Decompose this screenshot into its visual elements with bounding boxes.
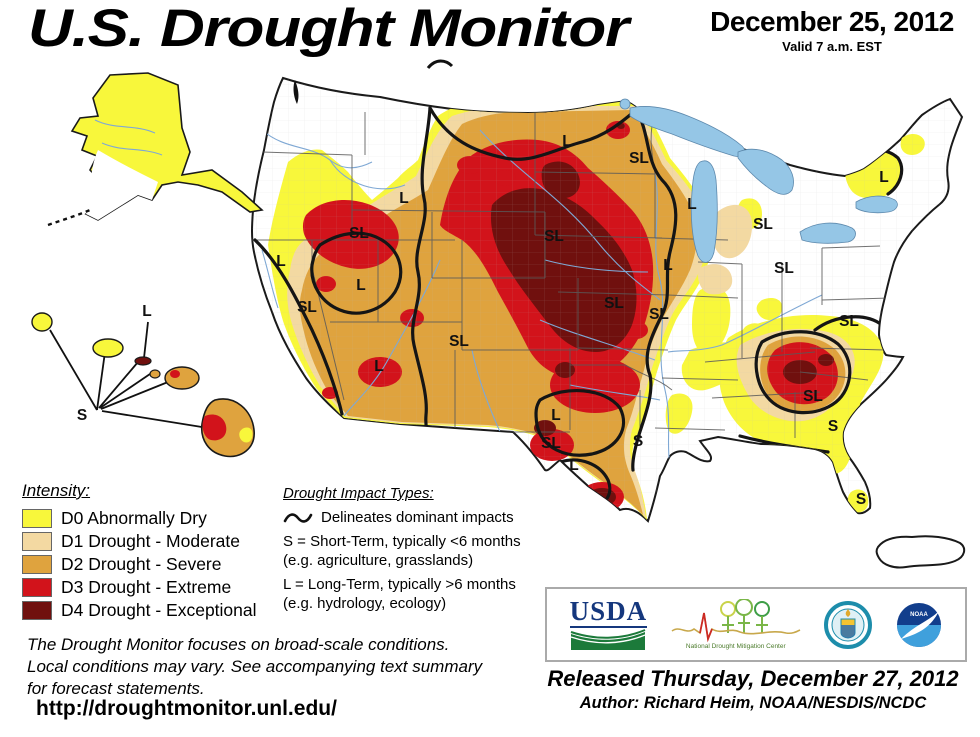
disclaimer-line-3: for forecast statements. [27, 679, 205, 698]
impact-label-l: L [356, 277, 365, 294]
alaska-inset [47, 72, 264, 227]
hawaii-inset [31, 312, 255, 458]
disclaimer-line-2: Local conditions may vary. See accompany… [27, 657, 483, 676]
usda-logo: USDA [569, 595, 648, 652]
long-term-line: L = Long-Term, typically >6 months [283, 576, 516, 593]
legend-swatch-d3 [22, 578, 52, 597]
impact-label-sl: SL [629, 150, 649, 167]
commerce-seal-icon [824, 600, 873, 649]
map-date: December 25, 2012 [710, 6, 954, 37]
impact-boundaries [253, 106, 904, 509]
legend-label-d2: D2 Drought - Severe [61, 554, 222, 574]
impact-label-l: L [142, 303, 151, 320]
impact-types-heading: Drought Impact Types: [283, 485, 434, 502]
impact-label-s: S [633, 433, 643, 450]
impact-label-s: S [828, 418, 838, 435]
intensity-legend-rows: D0 Abnormally Dry D1 Drought - Moderate D2… [22, 507, 257, 622]
legend-label-d1: D1 Drought - Moderate [61, 531, 240, 551]
ndmc-label: National Drought Mitigation Center [685, 643, 786, 650]
long-term-example: (e.g. hydrology, ecology) [283, 595, 447, 612]
rivers [261, 129, 823, 466]
intensity-legend: Intensity: D0 Abnormally Dry D1 Drought -… [22, 481, 257, 622]
agency-logo-box: USDA National Drought Mitigation Cente [545, 587, 967, 662]
conus-map [251, 59, 964, 523]
puerto-rico-inset [875, 535, 966, 569]
impact-label-sl: SL [753, 216, 773, 233]
impact-label-s: S [77, 407, 87, 424]
impact-label-sl: SL [839, 313, 859, 330]
legend-item-d2: D2 Drought - Severe [22, 553, 257, 576]
impact-label-sl: SL [774, 260, 794, 277]
legend-item-d1: D1 Drought - Moderate [22, 530, 257, 553]
intensity-legend-heading: Intensity: [22, 481, 91, 500]
author-line: Author: Richard Heim, NOAA/NESDIS/NCDC [579, 694, 927, 712]
legend-item-d0: D0 Abnormally Dry [22, 507, 257, 530]
release-block: Released Thursday, December 27, 2012 Aut… [533, 666, 973, 713]
usda-wordmark: USDA [569, 595, 648, 628]
website-url: http://droughtmonitor.unl.edu/ [36, 697, 337, 720]
impact-types-panel: Drought Impact Types: Delineates dominan… [283, 485, 553, 612]
legend-item-d4: D4 Drought - Exceptional [22, 599, 257, 622]
impact-label-l: L [879, 169, 888, 186]
legend-label-d4: D4 Drought - Exceptional [61, 600, 257, 620]
delineates-label: Delineates dominant impacts [321, 509, 514, 526]
usda-fields-icon [571, 628, 646, 650]
map-top-mark [426, 59, 454, 70]
legend-item-d3: D3 Drought - Extreme [22, 576, 257, 599]
short-term-example: (e.g. agriculture, grasslands) [283, 552, 474, 569]
legend-swatch-d2 [22, 555, 52, 574]
ndmc-logo: National Drought Mitigation Center [670, 599, 802, 650]
disclaimer-line-1: The Drought Monitor focuses on broad-sca… [27, 635, 450, 654]
impact-label-l: L [562, 133, 571, 150]
legend-label-d0: D0 Abnormally Dry [61, 508, 207, 528]
impact-label-sl: SL [604, 295, 624, 312]
impact-label-l: L [276, 253, 285, 270]
legend-swatch-d1 [22, 532, 52, 551]
page-title: U.S. Drought Monitor [28, 0, 629, 58]
wavy-line-icon [283, 512, 313, 523]
valid-time-note: Valid 7 a.m. EST [782, 39, 882, 54]
impact-label-l: L [399, 190, 408, 207]
impact-label-l: L [551, 407, 560, 424]
svg-text:NOAA: NOAA [910, 612, 928, 618]
impact-label-sl: SL [449, 333, 469, 350]
impact-label-l: L [663, 257, 672, 274]
impact-label-sl: SL [541, 435, 561, 452]
great-lakes [619, 98, 898, 263]
impact-label-l: L [687, 196, 696, 213]
impact-label-sl: SL [803, 388, 823, 405]
legend-swatch-d0 [22, 509, 52, 528]
impact-label-sl: SL [649, 306, 669, 323]
impact-label-sl: SL [297, 299, 317, 316]
legend-label-d3: D3 Drought - Extreme [61, 577, 232, 597]
noaa-logo-icon: NOAA [896, 602, 941, 647]
impact-label-sl: SL [544, 228, 564, 245]
date-block: December 25, 2012 Valid 7 a.m. EST [698, 6, 966, 54]
impact-label-s: S [856, 491, 866, 508]
released-date-line: Released Thursday, December 27, 2012 [547, 666, 959, 691]
puget-sound-mark [293, 80, 299, 104]
disclaimer-text: The Drought Monitor focuses on broad-sca… [27, 634, 482, 700]
impact-label-l: L [569, 457, 578, 474]
impact-label-l: L [374, 358, 383, 375]
short-term-line: S = Short-Term, typically <6 months [283, 533, 521, 550]
impact-label-sl: SL [349, 225, 369, 242]
legend-swatch-d4 [22, 601, 52, 620]
ndmc-trees-icon [671, 599, 801, 643]
